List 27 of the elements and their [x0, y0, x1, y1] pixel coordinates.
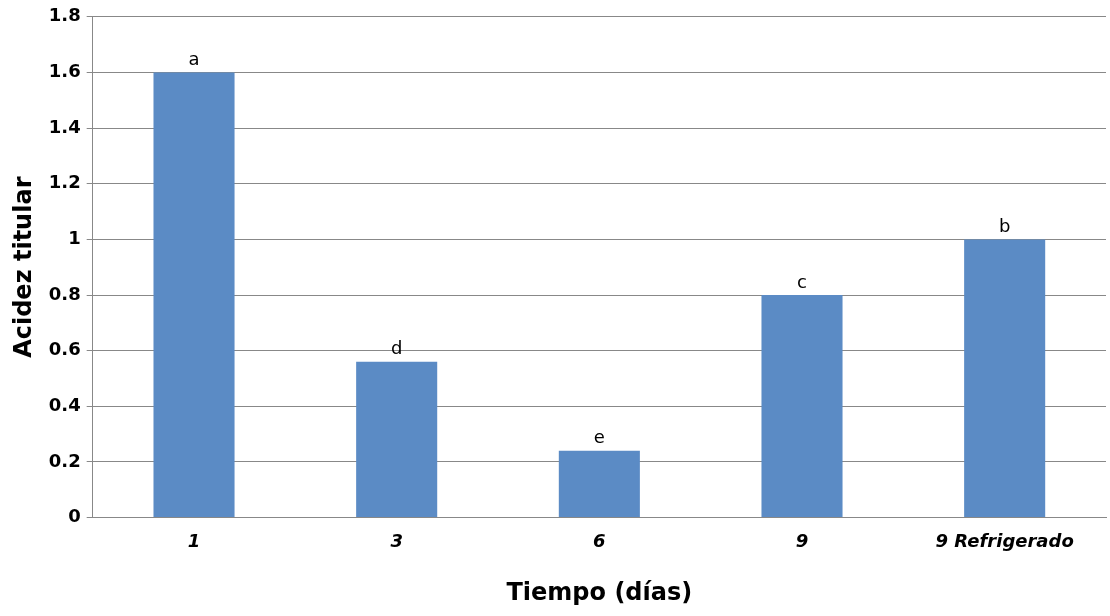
y-tick-label: 1 [68, 227, 81, 249]
x-tick-label: 9 [795, 530, 809, 552]
x-axis-title: Tiempo (días) [506, 577, 693, 606]
y-tick-label: 0.4 [48, 393, 81, 415]
x-tick-label: 1 [187, 530, 201, 552]
y-axis-title: Acidez titular [8, 176, 37, 358]
y-tick-label: 0.8 [48, 282, 81, 304]
data-label: e [593, 426, 605, 448]
bar [964, 239, 1046, 518]
y-tick-label: 0.6 [48, 338, 81, 360]
bar [356, 361, 438, 518]
x-tick-label: 9 Refrigerado [935, 530, 1074, 552]
y-tick-label: 1.8 [48, 4, 81, 26]
y-tick-label: 1.6 [48, 60, 81, 82]
y-tick-label: 1.4 [48, 115, 81, 137]
data-label: c [797, 270, 807, 292]
data-label: d [390, 337, 403, 359]
data-label: a [188, 48, 200, 70]
bar [558, 450, 640, 518]
y-tick-label: 0 [68, 505, 81, 527]
y-tick-label: 1.2 [48, 171, 81, 193]
x-tick-label: 3 [390, 530, 403, 552]
x-tick-label: 6 [593, 530, 606, 552]
y-tick-label: 0.2 [48, 449, 81, 471]
bar [761, 295, 843, 518]
bar [153, 72, 235, 518]
data-label: b [998, 215, 1011, 237]
